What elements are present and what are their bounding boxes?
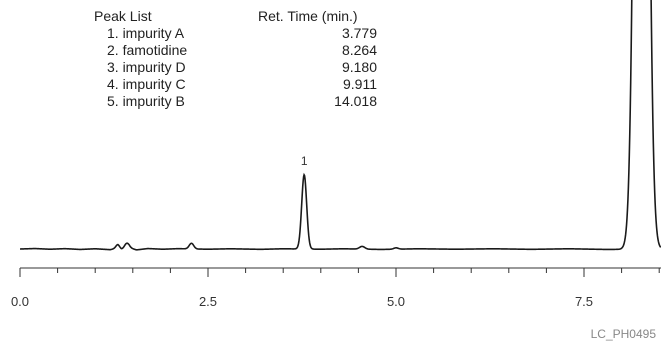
peak-row-name: 4. impurity C	[107, 76, 186, 92]
peak-row-name: 5. impurity B	[107, 93, 185, 109]
figure-code: LC_PH0495	[590, 327, 656, 341]
x-tick-label: 0.0	[11, 294, 29, 309]
peak-row-name: 2. famotidine	[107, 42, 188, 58]
peak-row-rt: 8.264	[341, 42, 377, 58]
x-tick-label: 2.5	[199, 294, 217, 309]
peak-row-rt: 9.180	[341, 59, 377, 75]
peak-row-rt: 14.018	[334, 93, 377, 109]
peak-row-rt: 9.911	[343, 76, 377, 92]
peak-number-label: 1	[301, 154, 308, 168]
peak-row-name: 1. impurity A	[107, 25, 185, 41]
peak-list-table: Peak List Ret. Time (min.) 1. impurity A…	[0, 0, 661, 140]
peak-list-header: Peak List	[94, 8, 152, 24]
time-axis: 0.0 2.5 5.0 7.5	[11, 267, 661, 309]
peak-labels: 1	[301, 154, 308, 168]
peak-row-name: 3. impurity D	[107, 59, 186, 75]
x-tick-label: 5.0	[387, 294, 405, 309]
retention-time-header: Ret. Time (min.)	[258, 8, 358, 24]
chromatogram-line	[19, 0, 661, 251]
chromatogram-trace-group	[19, 0, 661, 251]
x-tick-label: 7.5	[575, 294, 593, 309]
peak-row-rt: 3.779	[341, 25, 377, 41]
